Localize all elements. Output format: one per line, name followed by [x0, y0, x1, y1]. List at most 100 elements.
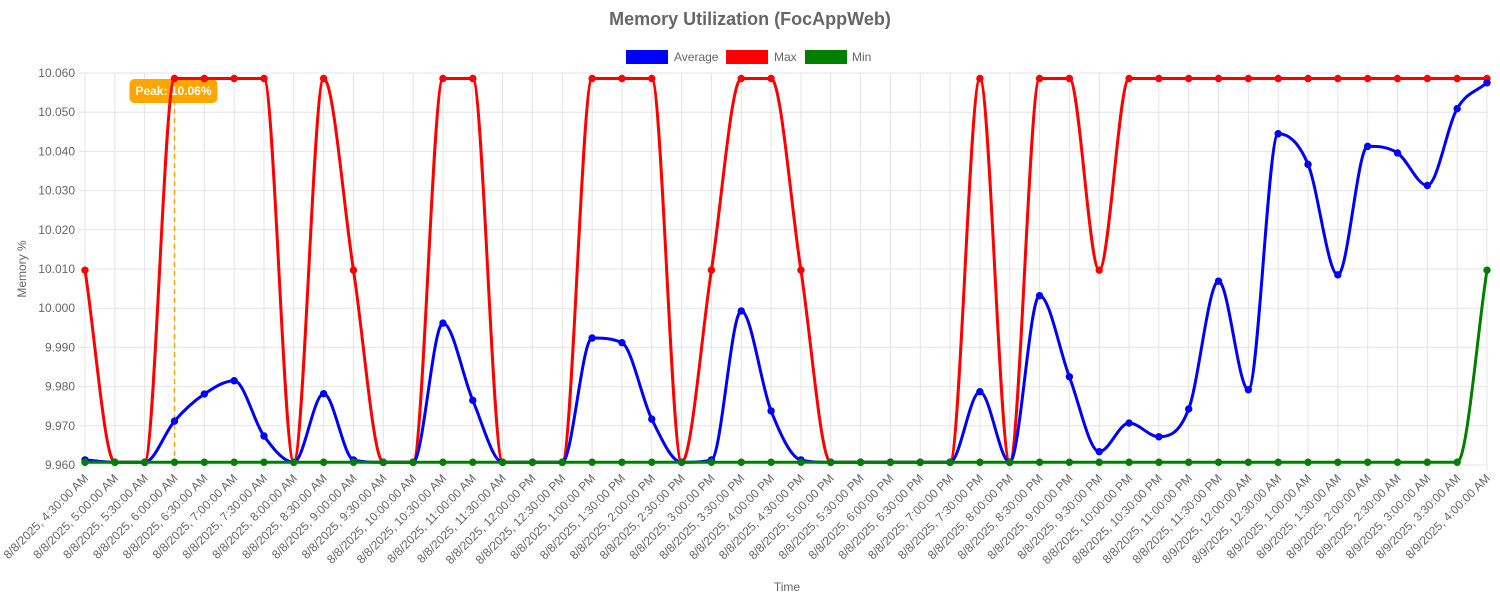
legend-item-max[interactable]: Max: [726, 50, 797, 64]
series-max-point[interactable]: [976, 74, 984, 83]
series-average-point[interactable]: [737, 307, 745, 315]
series-average-point[interactable]: [319, 389, 328, 398]
series-min-point[interactable]: [1423, 458, 1432, 466]
series-min-point[interactable]: [260, 458, 268, 466]
series-average-point[interactable]: [1274, 130, 1282, 138]
series-average-point[interactable]: [1065, 373, 1074, 381]
series-max-point[interactable]: [349, 266, 358, 274]
series-min-point[interactable]: [230, 458, 238, 466]
series-min-point[interactable]: [1274, 458, 1282, 466]
series-min-point[interactable]: [1334, 458, 1342, 466]
series-average-point[interactable]: [648, 415, 656, 423]
series-max-point[interactable]: [1244, 74, 1253, 83]
series-max-point[interactable]: [1363, 74, 1372, 83]
series-max-point[interactable]: [767, 74, 775, 83]
series-min-point[interactable]: [1304, 458, 1312, 466]
series-min-point[interactable]: [1185, 458, 1193, 466]
series-average-point[interactable]: [230, 377, 238, 385]
series-max-point[interactable]: [260, 74, 268, 83]
series-average-point[interactable]: [1095, 447, 1103, 456]
series-average-point[interactable]: [1155, 433, 1163, 441]
series-average-point[interactable]: [1035, 291, 1044, 300]
legend-item-average[interactable]: Average: [626, 50, 719, 64]
series-max-point[interactable]: [707, 266, 716, 274]
series-max-point[interactable]: [1035, 74, 1044, 83]
series-average-point[interactable]: [1244, 386, 1253, 394]
series-max-point[interactable]: [797, 266, 805, 274]
series-max-point[interactable]: [1125, 74, 1133, 83]
series-max-point[interactable]: [230, 74, 238, 83]
series-average-point[interactable]: [1214, 277, 1223, 285]
series-min-point[interactable]: [409, 458, 417, 466]
series-min-point[interactable]: [588, 458, 596, 466]
series-max-point[interactable]: [588, 74, 596, 83]
series-min-point[interactable]: [528, 458, 537, 466]
series-min-point[interactable]: [767, 458, 775, 466]
series-average-point[interactable]: [1185, 405, 1193, 413]
series-min-point[interactable]: [1244, 458, 1253, 466]
series-average-point[interactable]: [170, 417, 179, 425]
series-min-point[interactable]: [707, 458, 716, 466]
series-min-point[interactable]: [1483, 266, 1491, 274]
series-average-point[interactable]: [1125, 419, 1133, 427]
legend-item-min[interactable]: Min: [805, 50, 871, 64]
series-min-point[interactable]: [290, 458, 298, 466]
series-min-point[interactable]: [618, 458, 626, 466]
series-max-point[interactable]: [439, 74, 447, 83]
series-min-point[interactable]: [1006, 458, 1014, 466]
series-average-point[interactable]: [469, 396, 477, 405]
series-max-point[interactable]: [1095, 266, 1103, 274]
series-min-point[interactable]: [140, 458, 149, 466]
series-max-point[interactable]: [648, 74, 656, 83]
series-average-point[interactable]: [767, 407, 775, 415]
series-min-point[interactable]: [469, 458, 477, 466]
series-min-point[interactable]: [797, 458, 805, 466]
series-min-point[interactable]: [1214, 458, 1223, 466]
series-average-point[interactable]: [1483, 79, 1491, 87]
series-average-point[interactable]: [1334, 271, 1342, 279]
series-max-point[interactable]: [319, 74, 328, 83]
series-average-point[interactable]: [1393, 149, 1402, 157]
series-min-point[interactable]: [1035, 458, 1044, 466]
series-min-point[interactable]: [737, 458, 745, 466]
series-min-point[interactable]: [886, 458, 895, 466]
series-max-point[interactable]: [1304, 74, 1312, 83]
series-max-point[interactable]: [81, 266, 89, 274]
series-max-point[interactable]: [170, 74, 179, 83]
series-min-point[interactable]: [1125, 458, 1133, 466]
series-min-point[interactable]: [349, 458, 358, 466]
series-min-point[interactable]: [200, 458, 209, 466]
series-max-point[interactable]: [1334, 74, 1342, 83]
legend[interactable]: Average Max Min: [626, 50, 871, 64]
series-min-point[interactable]: [319, 458, 328, 466]
series-average-point[interactable]: [588, 334, 596, 342]
series-average-point[interactable]: [439, 319, 447, 327]
series-max-point[interactable]: [737, 74, 745, 83]
series-min-point[interactable]: [976, 458, 984, 466]
series-min-point[interactable]: [558, 458, 566, 466]
series-average-point[interactable]: [976, 387, 984, 396]
series-max-point[interactable]: [1214, 74, 1223, 83]
series-max-point[interactable]: [200, 74, 209, 83]
series-min-point[interactable]: [946, 458, 954, 466]
series-min-point[interactable]: [677, 458, 686, 466]
series-min-point[interactable]: [1453, 458, 1461, 466]
series-average-point[interactable]: [618, 338, 626, 347]
series-min-point[interactable]: [1065, 458, 1074, 466]
series-average-point[interactable]: [260, 432, 268, 440]
series-max-point[interactable]: [1185, 74, 1193, 83]
series-min-point[interactable]: [856, 458, 865, 466]
series-max-point[interactable]: [1393, 74, 1402, 83]
series-max-point[interactable]: [469, 74, 477, 83]
series-max-point[interactable]: [1155, 74, 1163, 83]
series-average-point[interactable]: [1363, 142, 1372, 151]
series-min-point[interactable]: [81, 458, 89, 466]
series-min-point[interactable]: [170, 458, 179, 466]
series-max-point[interactable]: [1423, 74, 1432, 83]
series-min-point[interactable]: [827, 458, 835, 466]
series-average-point[interactable]: [1304, 160, 1312, 169]
series-min-point[interactable]: [498, 458, 507, 466]
series-average-point[interactable]: [1423, 181, 1432, 190]
series-min-point[interactable]: [439, 458, 447, 466]
series-min-point[interactable]: [379, 458, 387, 466]
